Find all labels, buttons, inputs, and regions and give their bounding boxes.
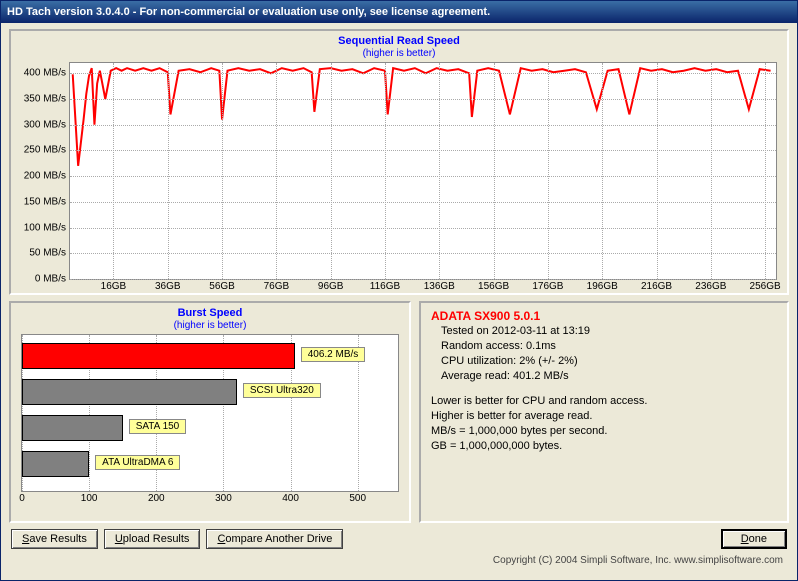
- xtick-label: 116GB: [370, 281, 400, 292]
- button-row: Save Results Upload Results Compare Anot…: [9, 529, 789, 549]
- btn-label: one: [749, 533, 767, 545]
- save-results-button[interactable]: Save Results: [11, 529, 98, 549]
- xtick-label: 36GB: [155, 281, 181, 292]
- random-access: Random access: 0.1ms: [441, 339, 777, 354]
- mid-row: Burst Speed (higher is better) 0 100 200 30…: [9, 301, 789, 523]
- burst-bar-label: ATA UltraDMA 6: [95, 455, 180, 470]
- info-note: Higher is better for average read.: [431, 409, 777, 424]
- burst-chart-title: Burst Speed: [13, 307, 407, 320]
- ytick-label: 100 MB/s: [24, 222, 66, 233]
- burst-xtick-label: 200: [148, 493, 165, 504]
- seq-line-svg: [70, 63, 776, 279]
- xtick-label: 16GB: [101, 281, 127, 292]
- seq-chart-area: 0 MB/s50 MB/s100 MB/s150 MB/s200 MB/s250…: [69, 62, 777, 280]
- upload-results-button[interactable]: Upload Results: [104, 529, 201, 549]
- content-area: Sequential Read Speed (higher is better)…: [1, 23, 797, 580]
- ytick-label: 200 MB/s: [24, 171, 66, 182]
- btn-label: pload Results: [123, 533, 190, 545]
- window-title: HD Tach version 3.0.4.0 - For non-commer…: [7, 6, 490, 18]
- burst-xtick-label: 500: [349, 493, 366, 504]
- cpu-utilization: CPU utilization: 2% (+/- 2%): [441, 354, 777, 369]
- copyright-text: Copyright (C) 2004 Simpli Software, Inc.…: [9, 555, 789, 568]
- app-window: HD Tach version 3.0.4.0 - For non-commer…: [0, 0, 798, 581]
- xtick-label: 236GB: [695, 281, 726, 292]
- burst-bar: [22, 451, 89, 477]
- burst-bar: [22, 379, 237, 405]
- xtick-label: 76GB: [264, 281, 290, 292]
- xtick-label: 176GB: [532, 281, 563, 292]
- xtick-label: 56GB: [209, 281, 235, 292]
- burst-bar-label: 406.2 MB/s: [301, 347, 366, 362]
- ytick-label: 350 MB/s: [24, 94, 66, 105]
- xtick-label: 96GB: [318, 281, 344, 292]
- xtick-label: 156GB: [478, 281, 509, 292]
- sequential-read-panel: Sequential Read Speed (higher is better)…: [9, 29, 789, 295]
- seq-chart-subtitle: (higher is better): [13, 48, 785, 60]
- titlebar: HD Tach version 3.0.4.0 - For non-commer…: [1, 1, 797, 23]
- burst-bar: [22, 415, 123, 441]
- info-note: GB = 1,000,000,000 bytes.: [431, 439, 777, 454]
- ytick-label: 150 MB/s: [24, 196, 66, 207]
- btn-label: ave Results: [29, 533, 86, 545]
- ytick-label: 250 MB/s: [24, 145, 66, 156]
- burst-speed-panel: Burst Speed (higher is better) 0 100 200 30…: [9, 301, 411, 523]
- info-note: Lower is better for CPU and random acces…: [431, 394, 777, 409]
- compare-drive-button[interactable]: Compare Another Drive: [206, 529, 343, 549]
- drive-name: ADATA SX900 5.0.1: [431, 309, 777, 324]
- burst-chart-subtitle: (higher is better): [13, 320, 407, 332]
- tested-on: Tested on 2012-03-11 at 13:19: [441, 324, 777, 339]
- ytick-label: 50 MB/s: [29, 248, 66, 259]
- burst-xtick-label: 0: [19, 493, 25, 504]
- burst-xtick-label: 400: [282, 493, 299, 504]
- burst-bar: [22, 343, 295, 369]
- average-read: Average read: 401.2 MB/s: [441, 369, 777, 384]
- info-note: MB/s = 1,000,000 bytes per second.: [431, 424, 777, 439]
- xtick-label: 216GB: [641, 281, 672, 292]
- btn-label: ompare Another Drive: [225, 533, 332, 545]
- drive-info-panel: ADATA SX900 5.0.1 Tested on 2012-03-11 a…: [419, 301, 789, 523]
- xtick-label: 136GB: [424, 281, 455, 292]
- burst-bar-label: SCSI Ultra320: [243, 383, 321, 398]
- burst-xtick-label: 300: [215, 493, 232, 504]
- seq-chart-title: Sequential Read Speed: [13, 35, 785, 48]
- xtick-label: 196GB: [587, 281, 618, 292]
- ytick-label: 400 MB/s: [24, 68, 66, 79]
- burst-chart-area: 0100200300400500406.2 MB/sSCSI Ultra320S…: [21, 334, 399, 492]
- xtick-label: 256GB: [750, 281, 781, 292]
- ytick-label: 300 MB/s: [24, 119, 66, 130]
- ytick-label: 0 MB/s: [35, 274, 66, 285]
- burst-bar-label: SATA 150: [129, 419, 187, 434]
- burst-xtick-label: 100: [81, 493, 98, 504]
- done-button[interactable]: Done: [721, 529, 787, 549]
